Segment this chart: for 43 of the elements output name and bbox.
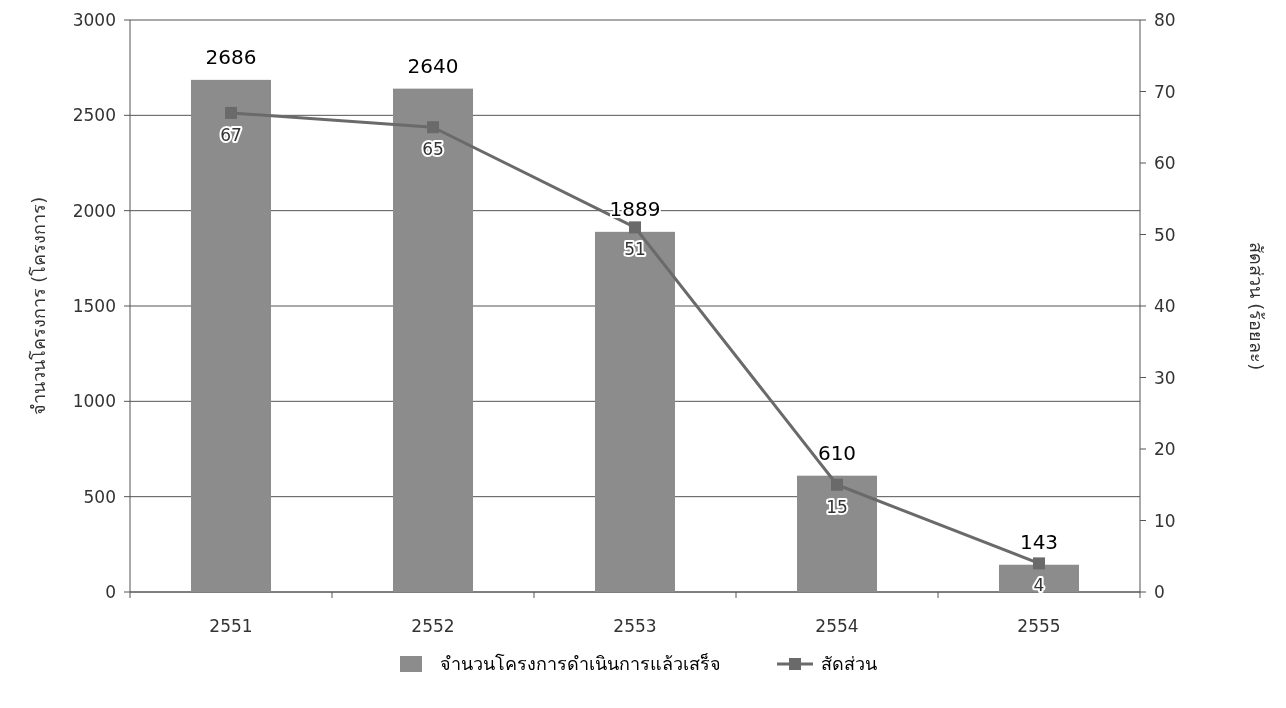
y2-axis-title: สัดส่วน (ร้อยละ)	[1246, 241, 1267, 371]
y2-tick-label: 30	[1154, 367, 1176, 388]
data-label: 51	[624, 239, 646, 260]
y2-tick-label: 50	[1154, 224, 1176, 245]
y-tick-label: 2500	[72, 105, 116, 126]
x-tick-label: 2553	[613, 616, 657, 636]
point	[225, 106, 237, 119]
y2-tick-label: 80	[1154, 10, 1176, 30]
legend-label: จำนวนโครงการดำเนินการแล้วเสร็จ	[440, 652, 721, 674]
data-label: 67	[220, 124, 242, 145]
y2-tick-label: 60	[1154, 153, 1176, 173]
x-tick-label: 2552	[411, 616, 455, 636]
y-tick-label: 500	[83, 486, 116, 507]
bar	[191, 79, 271, 592]
y-tick-label: 3000	[72, 10, 116, 30]
point	[629, 221, 641, 234]
y2-tick-label: 10	[1154, 510, 1176, 531]
y-tick-label: 1500	[72, 296, 116, 316]
y2-tick-label: 40	[1154, 296, 1176, 316]
y2-tick-label: 70	[1154, 81, 1176, 102]
y2-tick-label: 20	[1154, 439, 1176, 459]
data-label: 65	[422, 139, 444, 160]
x-tick-label: 2554	[815, 616, 859, 636]
legend-label: สัดส่วน	[821, 653, 877, 674]
x-tick-label: 2551	[209, 616, 253, 636]
y-tick-label: 1000	[72, 391, 116, 412]
data-label: 610	[817, 440, 857, 465]
bar	[595, 231, 675, 592]
data-label: 2640	[407, 53, 459, 78]
y2-tick-label: 0	[1154, 582, 1165, 602]
x-tick-label: 2555	[1017, 616, 1061, 636]
y-tick-label: 0	[105, 582, 116, 602]
data-label: 4	[1033, 575, 1045, 596]
data-label: 143	[1019, 529, 1059, 554]
point	[427, 121, 439, 134]
bar	[797, 475, 877, 592]
bar	[393, 88, 473, 592]
y-axis-title: จำนวนโครงการ (โครงการ)	[28, 196, 49, 416]
point	[831, 478, 843, 491]
point	[1033, 557, 1045, 570]
data-label: 15	[826, 496, 848, 517]
data-label: 2686	[205, 44, 257, 69]
y-tick-label: 2000	[72, 200, 116, 221]
